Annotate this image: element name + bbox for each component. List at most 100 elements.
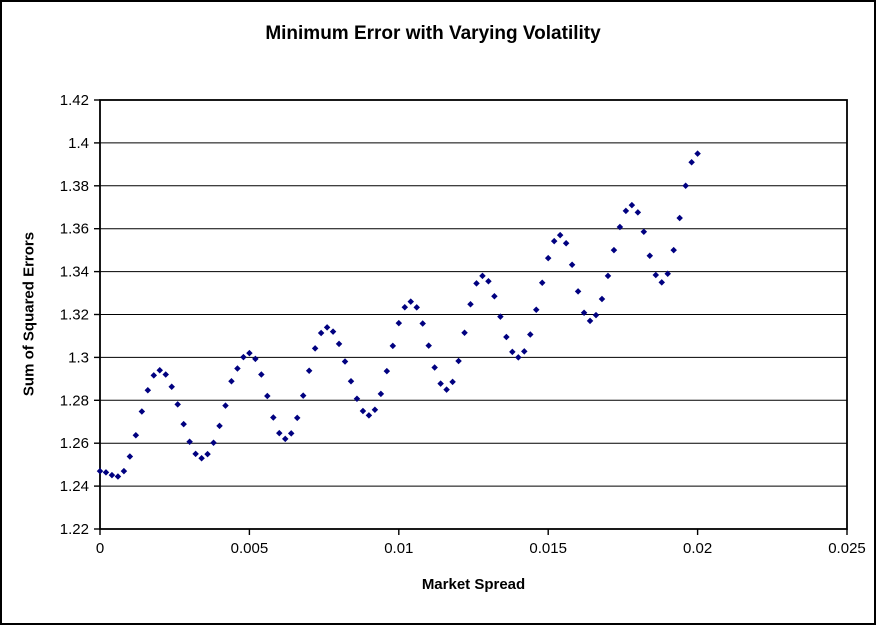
data-point xyxy=(293,414,301,422)
data-point xyxy=(509,348,516,356)
data-point xyxy=(383,367,391,375)
data-series-markers xyxy=(96,150,701,480)
data-point xyxy=(96,467,104,475)
data-point xyxy=(132,432,140,439)
data-point xyxy=(180,420,187,428)
data-point xyxy=(628,201,636,209)
data-point xyxy=(515,354,522,361)
x-tick-label: 0 xyxy=(96,540,104,557)
data-point xyxy=(353,395,361,403)
data-point xyxy=(664,270,671,277)
data-point xyxy=(568,261,576,268)
data-point xyxy=(270,414,277,421)
data-point xyxy=(586,317,594,325)
data-point xyxy=(532,306,540,314)
data-point xyxy=(640,228,648,235)
data-point xyxy=(299,392,307,399)
y-tick-label: 1.26 xyxy=(60,435,89,452)
data-point xyxy=(264,392,271,400)
data-point xyxy=(527,331,534,338)
data-point xyxy=(228,377,235,385)
y-tick-label: 1.4 xyxy=(68,135,89,152)
data-point xyxy=(162,371,169,378)
data-point xyxy=(580,309,588,317)
data-point xyxy=(562,240,570,247)
y-tick-label: 1.36 xyxy=(60,221,89,238)
data-point xyxy=(222,402,229,409)
data-point xyxy=(497,313,504,320)
data-point xyxy=(574,288,582,295)
data-point xyxy=(682,182,689,190)
x-tick-label: 0.01 xyxy=(384,540,413,557)
data-point xyxy=(174,401,181,408)
data-point xyxy=(359,407,367,415)
x-tick-label: 0.005 xyxy=(231,540,269,557)
data-point xyxy=(652,271,660,279)
data-point xyxy=(246,349,253,357)
data-point xyxy=(467,300,474,308)
axis-ticks xyxy=(94,99,848,535)
y-tick-label: 1.38 xyxy=(60,178,89,195)
data-point xyxy=(688,158,695,166)
data-point xyxy=(144,386,152,394)
data-point xyxy=(240,353,247,361)
data-point xyxy=(323,324,331,331)
gridlines xyxy=(100,99,847,530)
data-point xyxy=(282,435,289,443)
x-axis-title: Market Spread xyxy=(421,576,526,593)
data-point xyxy=(108,471,116,479)
data-point xyxy=(503,333,510,341)
data-point xyxy=(347,377,355,385)
data-point xyxy=(550,237,558,245)
data-point xyxy=(341,358,349,365)
y-tick-label: 1.34 xyxy=(60,264,89,281)
data-point xyxy=(473,280,480,287)
data-point xyxy=(437,380,444,387)
data-point xyxy=(592,311,600,319)
data-point xyxy=(431,364,438,371)
data-point xyxy=(192,450,199,458)
data-point xyxy=(377,390,385,398)
y-tick-label: 1.28 xyxy=(60,392,89,409)
data-point xyxy=(204,450,211,458)
data-point xyxy=(425,342,432,349)
data-point xyxy=(419,320,426,327)
data-point xyxy=(252,355,259,363)
data-point xyxy=(317,329,325,337)
data-point xyxy=(287,430,295,437)
data-point xyxy=(138,408,146,415)
data-point xyxy=(305,367,313,374)
data-point xyxy=(329,328,337,335)
data-point xyxy=(150,372,158,379)
data-point xyxy=(556,231,564,239)
x-tick-label: 0.02 xyxy=(683,540,712,557)
data-point xyxy=(455,357,462,365)
data-point xyxy=(395,319,403,327)
y-tick-label: 1.3 xyxy=(68,349,89,366)
data-point xyxy=(521,348,528,355)
data-point xyxy=(670,246,677,254)
y-tick-label: 1.22 xyxy=(60,521,89,538)
data-point xyxy=(485,278,492,285)
data-point xyxy=(114,473,122,480)
data-point xyxy=(407,298,415,305)
data-point xyxy=(126,453,134,460)
data-point xyxy=(210,439,217,447)
data-point xyxy=(311,345,319,352)
x-tick-label: 0.015 xyxy=(529,540,567,557)
data-point xyxy=(610,246,618,254)
data-point xyxy=(371,406,379,413)
data-point xyxy=(102,469,110,476)
chart-title: Minimum Error with Varying Volatility xyxy=(265,23,601,44)
data-point xyxy=(335,340,343,348)
axis-tick-labels: 1.22 1.24 1.26 1.28 1.3 1.32 1.34 1.36 1.38 1.4 1.… xyxy=(60,92,866,557)
data-point xyxy=(168,383,175,391)
data-point xyxy=(198,454,205,462)
data-point xyxy=(401,303,409,311)
data-point xyxy=(616,223,624,231)
data-point xyxy=(544,254,552,262)
data-point xyxy=(443,386,450,393)
data-point xyxy=(120,467,128,475)
